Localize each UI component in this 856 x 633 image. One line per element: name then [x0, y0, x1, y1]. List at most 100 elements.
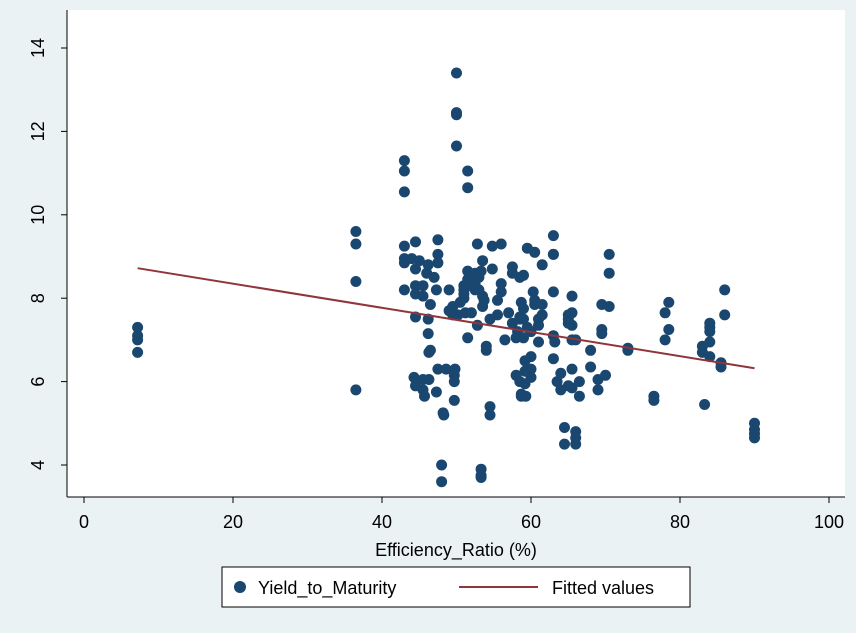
data-point: [566, 382, 578, 394]
data-point: [547, 230, 559, 242]
data-point: [422, 328, 434, 340]
data-point: [559, 438, 570, 450]
data-point: [749, 432, 760, 444]
data-point: [458, 292, 470, 304]
data-point: [570, 438, 582, 450]
data-point: [536, 309, 548, 321]
data-point: [536, 299, 548, 310]
data-point: [659, 307, 671, 319]
data-point: [475, 472, 487, 483]
data-point: [432, 363, 444, 375]
data-point: [422, 259, 434, 271]
data-point: [518, 269, 529, 281]
plot-background: [67, 10, 845, 497]
fitted-line-layer: [137, 267, 755, 370]
data-point: [432, 257, 444, 269]
legend-label-fitted: Fitted values: [552, 578, 654, 598]
data-point: [495, 286, 507, 298]
data-point: [398, 165, 410, 177]
data-point: [132, 346, 144, 358]
data-point: [398, 240, 410, 252]
data-point: [663, 324, 675, 335]
data-point: [430, 386, 442, 398]
data-point: [495, 278, 507, 290]
data-point: [398, 284, 410, 296]
data-point: [440, 363, 452, 375]
data-point: [492, 309, 503, 321]
data-point: [408, 371, 420, 383]
data-point: [566, 307, 578, 319]
data-point: [503, 307, 515, 319]
y-tick-label: 12: [28, 121, 48, 141]
fitted-line: [137, 267, 755, 370]
data-point: [559, 422, 570, 433]
x-tick-label: 60: [521, 512, 541, 532]
data-point: [486, 263, 498, 275]
data-point: [432, 248, 444, 260]
data-point: [529, 246, 541, 258]
data-point: [566, 290, 578, 302]
data-point: [592, 384, 604, 396]
data-point: [585, 344, 597, 356]
data-point: [518, 313, 529, 325]
data-point: [518, 332, 529, 344]
data-point: [536, 259, 548, 271]
data-point: [438, 409, 450, 421]
data-point: [471, 238, 483, 250]
data-point: [436, 459, 448, 471]
data-point: [410, 236, 421, 248]
data-point: [547, 286, 559, 298]
data-point: [704, 351, 716, 363]
data-point: [462, 165, 474, 177]
data-point: [659, 334, 671, 346]
data-point: [423, 374, 435, 385]
data-point: [484, 401, 496, 413]
scatter-points: [132, 67, 760, 488]
data-point: [132, 321, 144, 333]
data-point: [424, 299, 436, 310]
data-point: [486, 240, 498, 252]
data-point: [600, 369, 611, 381]
data-point: [417, 280, 429, 292]
data-point: [432, 234, 444, 246]
data-point: [547, 248, 559, 260]
data-point: [719, 284, 731, 296]
data-point: [350, 276, 362, 287]
data-point: [410, 263, 421, 275]
data-point: [484, 409, 496, 421]
data-point: [573, 390, 585, 402]
data-point: [551, 376, 563, 388]
y-axis-ticks: 4 6 8 10 12 14: [28, 38, 67, 470]
data-point: [603, 267, 615, 279]
data-point: [443, 284, 455, 296]
data-point: [350, 238, 362, 250]
x-axis-label: Efficiency_Ratio (%): [375, 540, 537, 561]
data-point: [719, 309, 731, 321]
data-point: [518, 303, 529, 315]
y-tick-label: 14: [28, 38, 48, 58]
data-point: [492, 294, 503, 306]
data-point: [417, 290, 429, 302]
data-point: [350, 384, 362, 396]
data-point: [495, 238, 507, 250]
data-point: [477, 301, 489, 312]
data-point: [549, 336, 561, 348]
data-point: [566, 319, 578, 331]
data-point: [525, 363, 537, 375]
x-tick-label: 100: [814, 512, 844, 532]
data-point: [419, 390, 430, 402]
data-point: [448, 376, 460, 388]
x-tick-label: 40: [372, 512, 392, 532]
data-point: [573, 376, 585, 388]
data-point: [603, 301, 615, 312]
data-point: [413, 255, 425, 267]
data-point: [398, 155, 410, 167]
data-point: [547, 353, 559, 365]
data-point: [533, 319, 544, 331]
data-point: [603, 248, 615, 260]
data-point: [398, 186, 410, 198]
data-point: [430, 284, 442, 296]
data-point: [648, 394, 660, 406]
data-point: [566, 363, 578, 375]
